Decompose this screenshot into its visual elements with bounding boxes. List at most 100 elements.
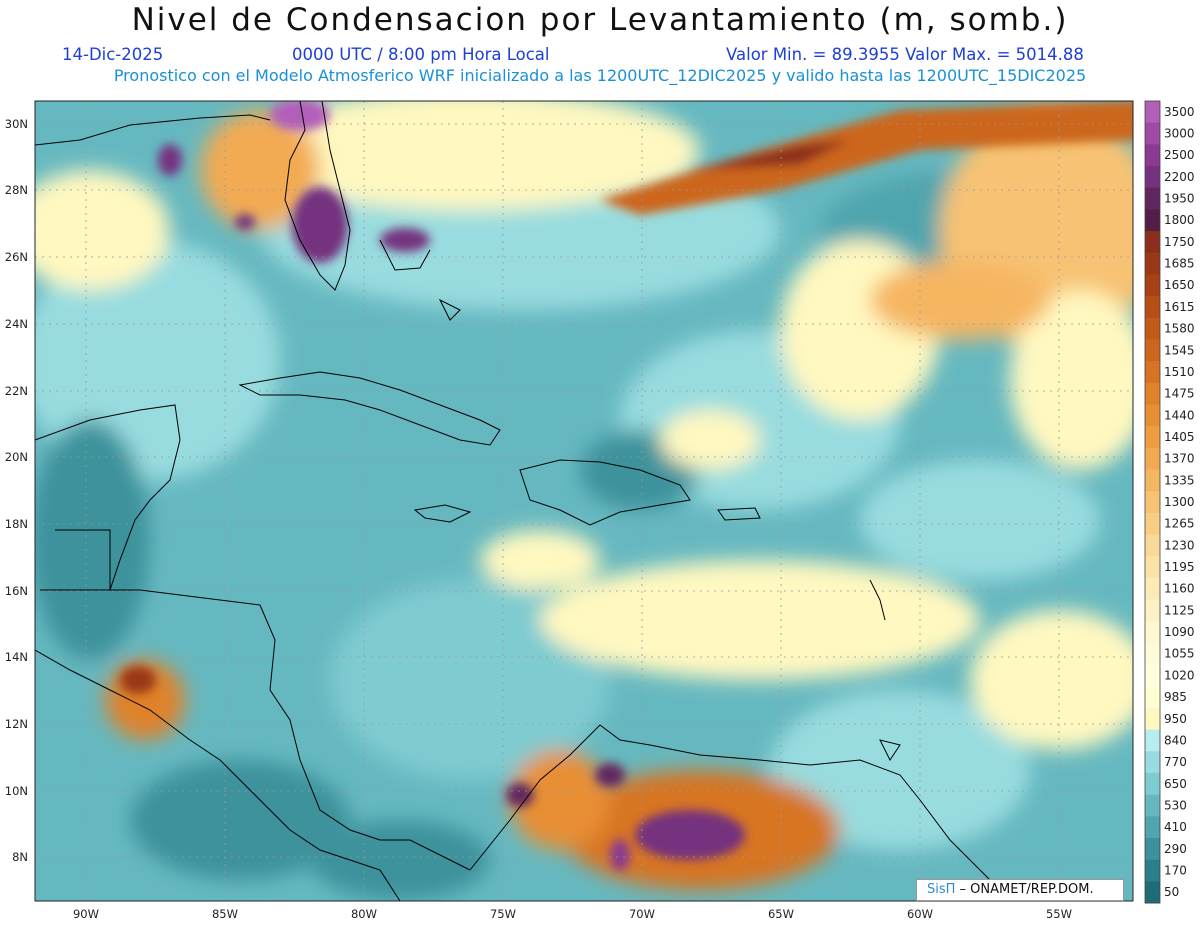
- colorbar-label: 840: [1164, 733, 1187, 747]
- colorbar-swatch: [1145, 447, 1160, 470]
- colorbar-label: 1440: [1164, 408, 1195, 422]
- colorbar-swatch: [1145, 816, 1160, 839]
- lon-label: 70W: [629, 907, 655, 921]
- lat-label: 28N: [5, 183, 28, 197]
- colorbar-label: 410: [1164, 820, 1187, 834]
- colorbar-swatch: [1145, 686, 1160, 709]
- colorbar-swatch: [1145, 577, 1160, 601]
- colorbar-swatch: [1145, 859, 1160, 882]
- colorbar-swatch: [1145, 404, 1160, 427]
- colorbar-swatch: [1145, 274, 1160, 297]
- colorbar-label: 3500: [1164, 105, 1195, 119]
- lon-label: 60W: [907, 907, 933, 921]
- lat-label: 8N: [12, 850, 28, 864]
- lat-label: 12N: [5, 717, 28, 731]
- colorbar-swatch: [1145, 144, 1160, 167]
- colorbar-label: 1580: [1164, 322, 1195, 336]
- lat-label: 18N: [5, 517, 28, 531]
- colorbar-label: 1545: [1164, 343, 1195, 357]
- colorbar-label: 1055: [1164, 647, 1195, 661]
- graticule: [35, 101, 1133, 901]
- colorbar-label: 1950: [1164, 192, 1195, 206]
- longitude-labels: 90W 85W 80W 75W 70W 65W 60W 55W: [73, 907, 1072, 921]
- model-info: Pronostico con el Modelo Atmosferico WRF…: [113, 66, 1087, 85]
- colorbar-swatch: [1145, 621, 1160, 644]
- colorbar-swatch: [1145, 296, 1160, 319]
- colorbar-swatch: [1145, 187, 1160, 210]
- colorbar-swatch: [1145, 837, 1160, 861]
- colorbar-swatch: [1145, 512, 1160, 536]
- lat-label: 24N: [5, 317, 28, 331]
- colorbar-swatch: [1145, 751, 1160, 774]
- colorbar-swatch: [1145, 729, 1160, 752]
- colorbar-label: 1335: [1164, 473, 1195, 487]
- forecast-time: 0000 UTC / 8:00 pm Hora Local: [292, 45, 550, 64]
- colorbar-swatch: [1145, 231, 1160, 254]
- colorbar: 3500 3000 2500 2200 1950 1800 1750 1685 1650 1615…: [1144, 100, 1195, 904]
- credit-text: – ONAMET/REP.DOM.: [955, 882, 1094, 897]
- colorbar-swatch: [1145, 252, 1160, 275]
- colorbar-swatch: [1145, 101, 1160, 124]
- colorbar-swatch: [1145, 534, 1160, 557]
- colorbar-label: 770: [1164, 755, 1187, 769]
- lon-label: 65W: [768, 907, 794, 921]
- colorbar-swatch: [1145, 166, 1160, 189]
- colorbar-label: 1510: [1164, 365, 1195, 379]
- colorbar-swatch: [1145, 664, 1160, 687]
- lat-label: 16N: [5, 584, 28, 598]
- colorbar-label: 1020: [1164, 668, 1195, 682]
- colorbar-label: 530: [1164, 798, 1187, 812]
- colorbar-label: 2200: [1164, 170, 1195, 184]
- colorbar-swatch: [1145, 556, 1160, 579]
- colorbar-label: 1125: [1164, 603, 1195, 617]
- colorbar-swatch: [1145, 772, 1160, 796]
- colorbar-label: 290: [1164, 842, 1187, 856]
- colorbar-swatch: [1145, 339, 1160, 362]
- colorbar-swatch: [1145, 469, 1160, 492]
- colorbar-label: 985: [1164, 690, 1187, 704]
- colorbar-label: 1615: [1164, 300, 1195, 314]
- colorbar-label: 170: [1164, 863, 1187, 877]
- lon-label: 90W: [73, 907, 99, 921]
- colorbar-swatch: [1145, 642, 1160, 666]
- credit-box: SisΠ – ONAMET/REP.DOM.: [916, 879, 1124, 901]
- colorbar-swatch: [1145, 382, 1160, 405]
- colorbar-label: 3000: [1164, 127, 1195, 141]
- lon-label: 75W: [490, 907, 516, 921]
- sispi-logo-text: SisΠ: [927, 882, 956, 897]
- colorbar-label: 1160: [1164, 582, 1195, 596]
- colorbar-swatch: [1145, 361, 1160, 384]
- lon-label: 55W: [1046, 907, 1072, 921]
- map-title: Nivel de Condensacion por Levantamiento …: [131, 2, 1069, 38]
- colorbar-label: 1265: [1164, 517, 1195, 531]
- lon-label: 85W: [212, 907, 238, 921]
- coastlines: [35, 101, 991, 901]
- min-max-values: Valor Min. = 89.3955 Valor Max. = 5014.8…: [726, 45, 1084, 64]
- colorbar-label: 2500: [1164, 148, 1195, 162]
- colorbar-swatch: [1145, 122, 1160, 145]
- lat-label: 10N: [5, 784, 28, 798]
- colorbar-label: 950: [1164, 712, 1187, 726]
- lon-label: 80W: [351, 907, 377, 921]
- map-frame: [34, 100, 1134, 902]
- colorbar-label: 1230: [1164, 538, 1195, 552]
- colorbar-swatch: [1145, 209, 1160, 232]
- colorbar-label: 1750: [1164, 235, 1195, 249]
- colorbar-label: 50: [1164, 885, 1179, 899]
- colorbar-frame: [1144, 100, 1161, 904]
- lat-label: 22N: [5, 384, 28, 398]
- colorbar-swatch: [1145, 426, 1160, 449]
- colorbar-swatch: [1145, 491, 1160, 514]
- colorbar-label: 1800: [1164, 213, 1195, 227]
- forecast-date: 14-Dic-2025: [62, 45, 164, 64]
- colorbar-label: 1300: [1164, 495, 1195, 509]
- colorbar-swatch: [1145, 794, 1160, 817]
- lat-label: 30N: [5, 117, 28, 131]
- lat-label: 26N: [5, 250, 28, 264]
- lcl-field: [35, 101, 1133, 901]
- colorbar-label: 1090: [1164, 625, 1195, 639]
- latitude-labels: 30N 28N 26N 24N 22N 20N 18N 16N 14N 12N …: [5, 117, 28, 864]
- colorbar-label: 1650: [1164, 278, 1195, 292]
- colorbar-label: 650: [1164, 777, 1187, 791]
